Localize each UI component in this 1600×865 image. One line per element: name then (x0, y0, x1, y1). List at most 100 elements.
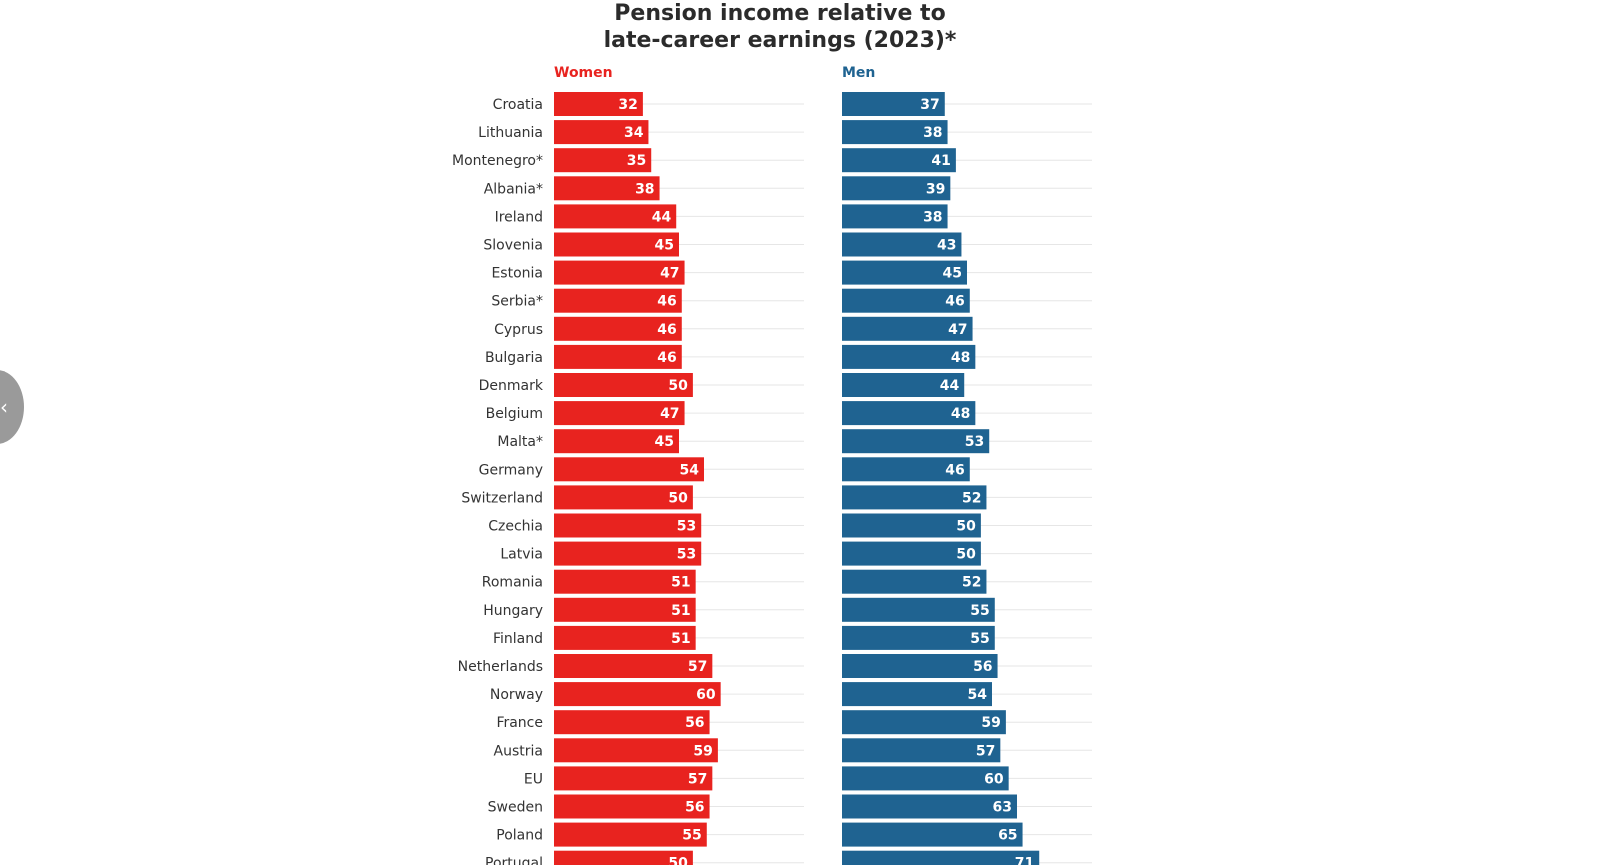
category-label: Portugal (485, 856, 543, 865)
bar-women (554, 176, 660, 201)
bar-women (554, 850, 693, 865)
category-label: Estonia (491, 266, 543, 282)
value-label-men: 41 (931, 153, 950, 169)
bar-men (842, 457, 970, 482)
chart-title-line-1: Pension income relative to (614, 1, 946, 26)
bar-men (842, 316, 973, 341)
category-label: Latvia (500, 547, 543, 563)
category-label: Malta* (497, 434, 543, 450)
bar-men (842, 288, 970, 313)
value-label-women: 50 (668, 856, 688, 865)
value-label-women: 50 (668, 378, 688, 394)
value-label-women: 46 (657, 294, 676, 310)
bar-women (554, 682, 721, 707)
bar-men (842, 794, 1017, 819)
bar-women (554, 232, 679, 257)
category-label: Sweden (488, 800, 543, 816)
value-label-men: 38 (923, 125, 942, 141)
category-label: Romania (482, 575, 543, 591)
value-label-men: 53 (965, 434, 984, 450)
value-label-men: 45 (943, 266, 962, 282)
bar-men (842, 176, 951, 201)
value-label-women: 47 (660, 266, 679, 282)
category-label: France (496, 715, 543, 731)
bar-men (842, 148, 956, 173)
value-label-women: 53 (677, 519, 696, 535)
bar-women (554, 316, 682, 341)
bar-women (554, 485, 693, 510)
category-label: Croatia (493, 97, 543, 113)
chevron-left-icon: ‹ (0, 395, 8, 419)
value-label-men: 60 (984, 771, 1004, 787)
value-label-men: 65 (998, 828, 1017, 844)
bar-women (554, 822, 707, 847)
value-label-men: 63 (993, 800, 1012, 816)
value-label-women: 57 (688, 659, 707, 675)
bar-women (554, 401, 685, 426)
bar-women (554, 541, 702, 566)
value-label-women: 46 (657, 322, 676, 338)
category-label: Montenegro* (452, 153, 543, 169)
chart-title-line-2: late-career earnings (2023)* (603, 28, 957, 53)
value-label-women: 56 (685, 800, 704, 816)
legend-label-men: Men (842, 65, 875, 81)
bar-men (842, 710, 1006, 735)
value-label-men: 39 (926, 181, 945, 197)
value-label-men: 37 (920, 97, 939, 113)
category-label: Netherlands (458, 659, 543, 675)
bar-women (554, 457, 704, 482)
value-label-women: 60 (696, 687, 716, 703)
category-label: Serbia* (491, 294, 543, 310)
bar-men (842, 429, 990, 454)
bar-men (842, 373, 965, 397)
bar-men (842, 654, 998, 678)
category-label: Poland (496, 828, 543, 844)
legend-label-women: Women (554, 65, 613, 81)
category-label: Switzerland (461, 490, 543, 506)
bar-women (554, 92, 643, 116)
bar-women (554, 625, 696, 650)
bar-men (842, 822, 1023, 847)
bar-women (554, 569, 696, 594)
value-label-women: 32 (618, 97, 637, 113)
value-label-men: 50 (956, 547, 976, 563)
bar-women (554, 120, 649, 145)
value-label-women: 51 (671, 575, 690, 591)
bar-women (554, 429, 679, 454)
value-label-women: 35 (627, 153, 646, 169)
value-label-men: 55 (970, 603, 989, 619)
value-label-men: 54 (968, 687, 988, 703)
bar-men (842, 232, 962, 257)
value-label-women: 51 (671, 603, 690, 619)
value-label-women: 34 (624, 125, 644, 141)
value-label-men: 50 (956, 519, 976, 535)
value-label-men: 59 (981, 715, 1000, 731)
value-label-women: 46 (657, 350, 676, 366)
bar-women (554, 794, 710, 819)
bar-women (554, 766, 713, 791)
bar-men (842, 485, 987, 510)
value-label-men: 44 (940, 378, 960, 394)
bar-women (554, 738, 718, 763)
bar-men (842, 120, 948, 145)
value-label-men: 52 (962, 490, 981, 506)
category-label: Hungary (483, 603, 543, 619)
category-label: Norway (490, 687, 543, 703)
value-label-women: 45 (655, 238, 674, 254)
bar-men (842, 850, 1040, 865)
value-label-men: 57 (976, 743, 995, 759)
value-label-men: 47 (948, 322, 967, 338)
category-label: Cyprus (494, 322, 543, 338)
value-label-men: 48 (951, 350, 970, 366)
bar-women (554, 654, 713, 678)
value-label-women: 54 (680, 462, 700, 478)
bar-women (554, 260, 685, 285)
value-label-men: 43 (937, 238, 956, 254)
value-label-women: 44 (652, 209, 672, 225)
bar-men (842, 625, 995, 650)
value-label-women: 57 (688, 771, 707, 787)
bar-men (842, 766, 1009, 791)
category-label: Ireland (495, 209, 543, 225)
category-label: Germany (479, 462, 543, 478)
